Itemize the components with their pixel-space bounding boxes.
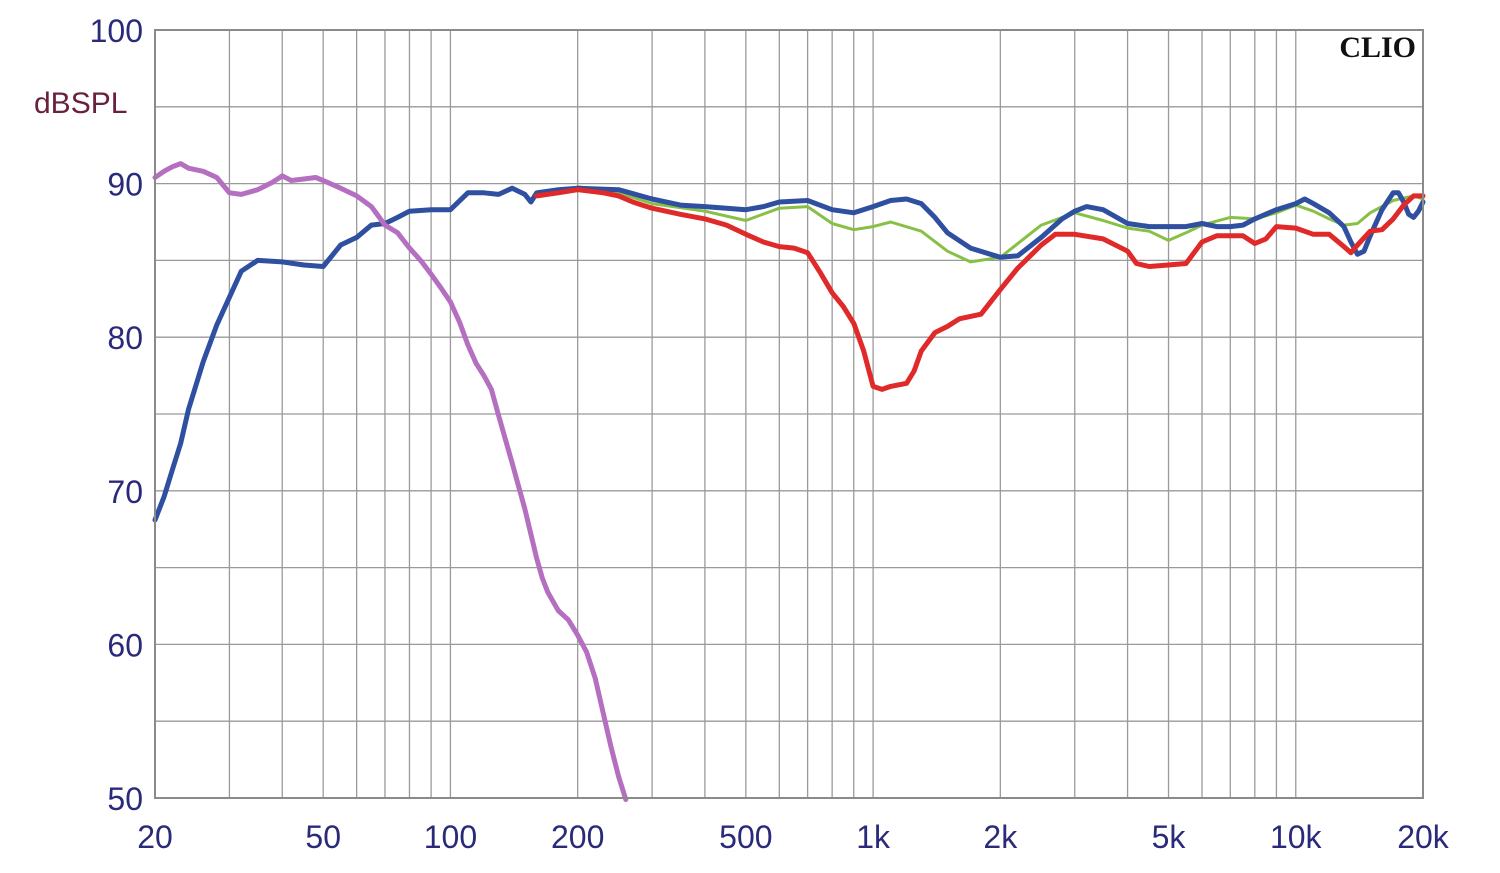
y-axis: 100 90 80 70 60 50 <box>90 13 143 817</box>
plot-frame <box>154 29 1424 799</box>
series-line-3 <box>534 187 1426 392</box>
y-tick-label: 100 <box>90 13 143 49</box>
y-axis-label: dBSPL <box>34 87 127 120</box>
x-axis: 20 50 100 200 500 1k 2k 5k 10k 20k <box>137 819 1450 855</box>
series-line-2 <box>152 185 1426 523</box>
y-tick-label: 80 <box>107 320 143 356</box>
clio-watermark: CLIO <box>1339 31 1416 64</box>
x-tick-label: 2k <box>983 819 1018 855</box>
x-tick-label: 10k <box>1270 819 1323 855</box>
y-tick-label: 60 <box>107 627 143 663</box>
x-tick-label: 20 <box>137 819 173 855</box>
x-tick-label: 50 <box>305 819 341 855</box>
series-line-4 <box>152 161 629 802</box>
x-tick-label: 1k <box>856 819 891 855</box>
grid <box>155 30 1423 798</box>
x-tick-label: 500 <box>719 819 772 855</box>
x-tick-label: 200 <box>551 819 604 855</box>
y-tick-label: 90 <box>107 167 143 203</box>
x-tick-label: 5k <box>1152 819 1187 855</box>
series-layer <box>152 161 1426 802</box>
x-tick-label: 100 <box>424 819 477 855</box>
x-tick-label: 20k <box>1397 819 1450 855</box>
series-line-1 <box>576 185 1425 264</box>
y-tick-label: 50 <box>107 781 143 817</box>
y-tick-label: 70 <box>107 474 143 510</box>
